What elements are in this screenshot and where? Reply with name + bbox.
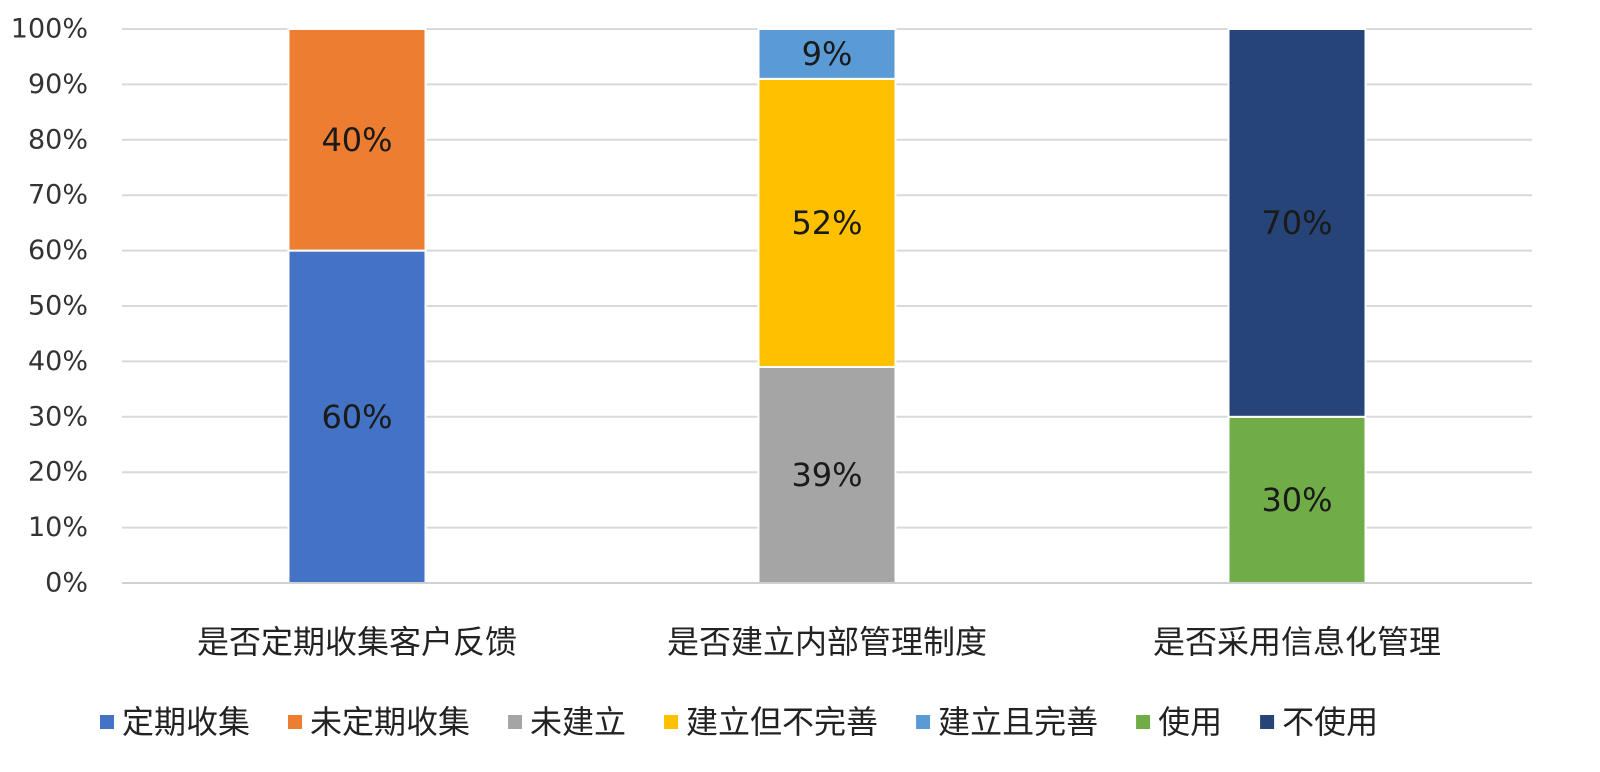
data-label: 40% [321,121,392,159]
y-tick-label: 50% [28,291,88,322]
data-label: 9% [802,35,853,73]
data-label: 30% [1261,481,1332,519]
x-category-label: 是否定期收集客户反馈 [197,623,517,661]
data-label-layer: 60% 40% 39% 52% 9% 30% 70% [321,35,1332,519]
legend-swatch [664,715,679,729]
legend-label: 定期收集 [122,703,250,741]
legend: 定期收集 未定期收集 未建立 建立但不完善 建立且完善 使用 不使用 [100,703,1378,741]
legend-swatch [508,715,523,729]
y-tick-label: 100% [11,14,88,45]
legend-swatch [1260,715,1275,729]
legend-label: 未建立 [530,703,626,741]
legend-swatch [916,715,931,729]
legend-swatch [288,715,303,729]
y-tick-label: 80% [28,124,88,155]
legend-label: 使用 [1158,703,1222,741]
legend-label: 未定期收集 [310,703,470,741]
y-tick-label: 90% [28,69,88,100]
data-label: 70% [1261,204,1332,242]
legend-swatch [1136,715,1151,729]
bar-segment [757,77,897,368]
y-tick-label: 0% [45,568,88,599]
data-label: 52% [791,204,862,242]
x-category-label: 是否建立内部管理制度 [667,623,987,661]
y-tick-label: 20% [28,457,88,488]
y-tick-label: 60% [28,235,88,266]
x-category-label: 是否采用信息化管理 [1153,623,1441,661]
bar-segment [1227,28,1367,418]
legend-swatch [100,715,114,729]
y-tick-label: 10% [28,512,88,543]
bar-segment [1227,415,1367,584]
data-label: 39% [791,456,862,494]
legend-label: 建立但不完善 [686,703,878,741]
y-tick-label: 70% [28,180,88,211]
axis-layer: 0% 10% 20% 30% 40% 50% 60% 70% 80% 90% 100% 是否定期收集客… [11,14,1532,661]
data-label: 60% [321,398,392,436]
bar-segment [287,28,427,252]
y-tick-label: 40% [28,346,88,377]
bar-segment [757,28,897,80]
legend-label: 建立且完善 [938,703,1098,741]
y-tick-label: 30% [28,401,88,432]
legend-label: 不使用 [1282,703,1378,741]
